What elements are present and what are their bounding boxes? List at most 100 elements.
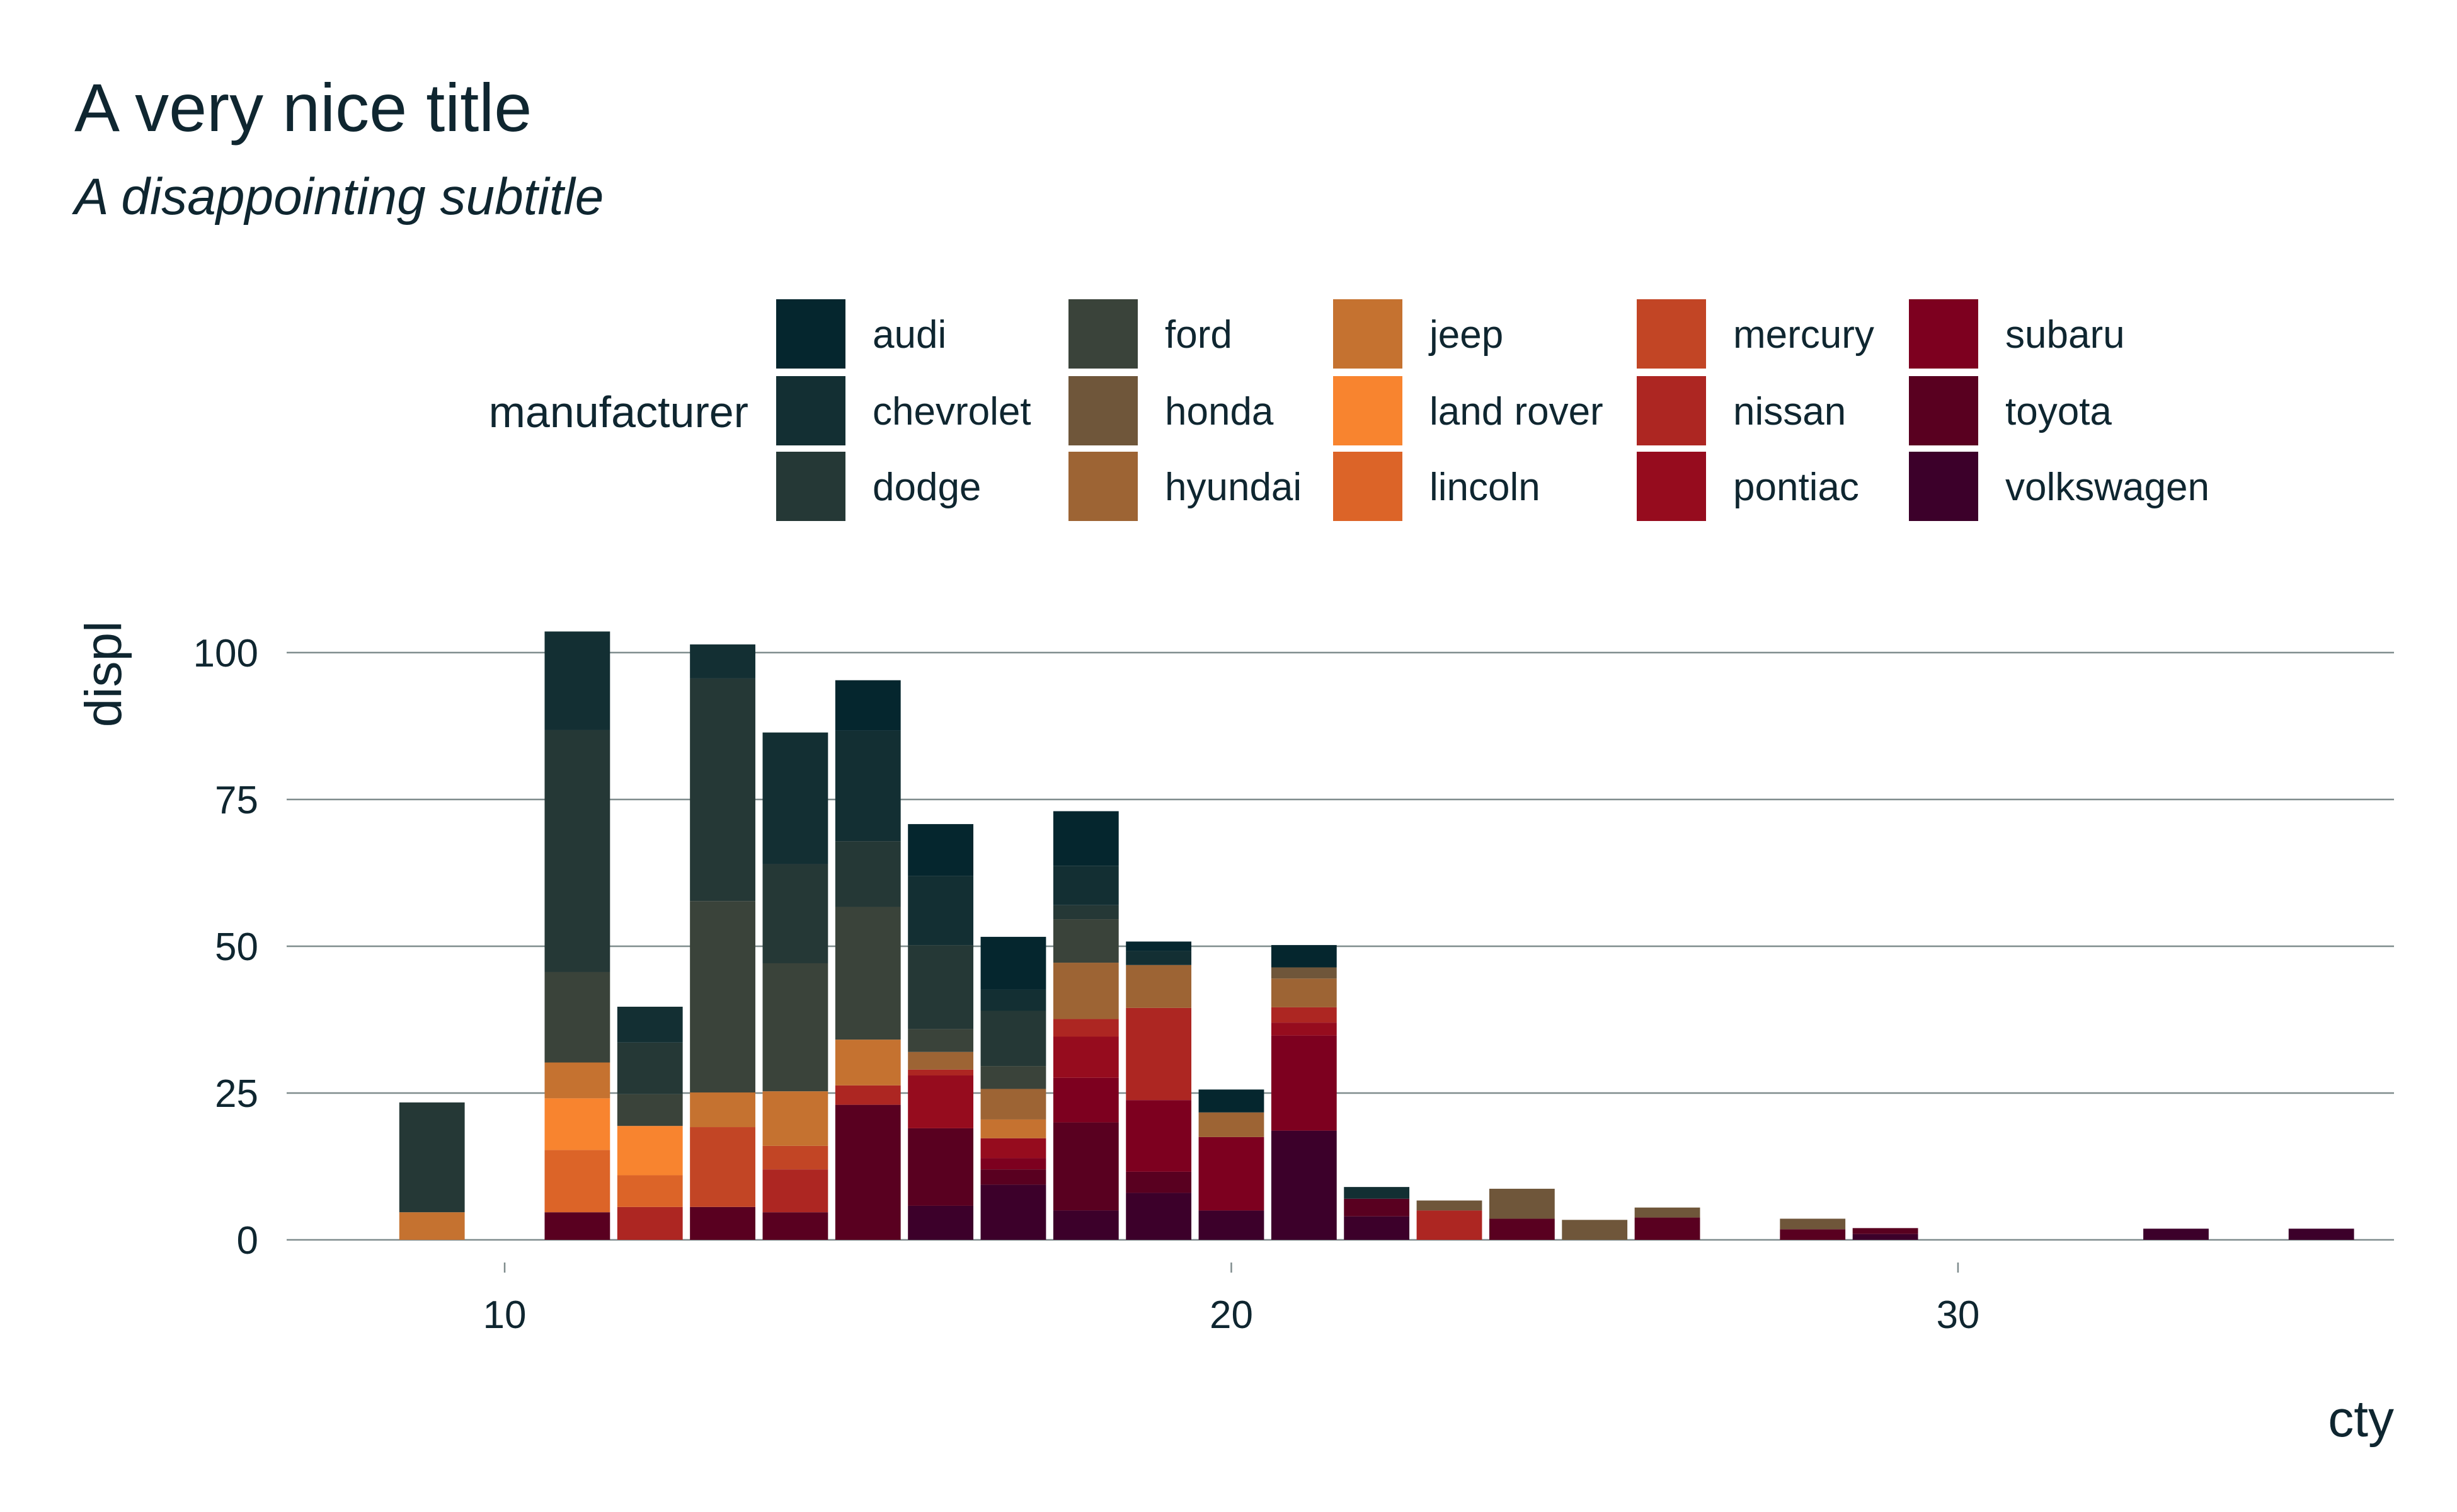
x-tick-label-30: 30 bbox=[1936, 1293, 1979, 1337]
bar-15-toyota bbox=[835, 1104, 901, 1240]
bar-11-land-rover bbox=[544, 1098, 610, 1150]
bar-14-chevrolet bbox=[762, 732, 828, 864]
legend-label-mercury: mercury bbox=[1733, 313, 1874, 357]
bar-22-chevrolet bbox=[1344, 1187, 1410, 1199]
bar-22-toyota bbox=[1344, 1198, 1410, 1217]
legend-label-chevrolet: chevrolet bbox=[873, 390, 1031, 433]
legend-title: manufacturer bbox=[489, 387, 748, 437]
bar-15-ford bbox=[835, 907, 901, 1040]
bar-16-nissan bbox=[908, 1069, 974, 1076]
legend-swatch-mercury bbox=[1637, 299, 1706, 369]
bar-13-mercury bbox=[690, 1127, 755, 1207]
bar-15-nissan bbox=[835, 1085, 901, 1105]
bar-12-ford bbox=[617, 1094, 683, 1126]
legend: manufacturer audi chevrolet dodge ford honda… bbox=[489, 299, 2209, 521]
bar-17-jeep bbox=[980, 1119, 1046, 1138]
x-axis-ticks: 10 20 30 bbox=[483, 1263, 1979, 1337]
bar-15-chevrolet bbox=[835, 730, 901, 842]
y-tick-label-50: 50 bbox=[215, 925, 258, 969]
bar-9-jeep bbox=[399, 1212, 465, 1240]
bar-14-jeep bbox=[762, 1091, 828, 1146]
y-tick-label-25: 25 bbox=[215, 1072, 258, 1116]
bar-13-ford bbox=[690, 901, 755, 1093]
bar-16-toyota bbox=[908, 1128, 974, 1206]
bar-18-chevrolet bbox=[1053, 866, 1119, 905]
legend-swatch-nissan bbox=[1637, 376, 1706, 445]
bar-19-audi bbox=[1126, 941, 1192, 951]
legend-label-volkswagen: volkswagen bbox=[2005, 466, 2209, 509]
y-axis-ticks: 0 25 50 75 100 bbox=[193, 632, 258, 1263]
bar-12-nissan bbox=[617, 1206, 683, 1240]
bar-18-ford bbox=[1053, 919, 1119, 963]
bar-12-chevrolet bbox=[617, 1006, 683, 1043]
bar-21-subaru bbox=[1271, 1035, 1337, 1131]
bar-17-pontiac bbox=[980, 1138, 1046, 1159]
bar-17-chevrolet bbox=[980, 989, 1046, 1011]
bar-20-audi bbox=[1198, 1089, 1264, 1113]
bar-15-dodge bbox=[835, 841, 901, 907]
bar-19-nissan bbox=[1126, 1007, 1192, 1101]
bar-16-chevrolet bbox=[908, 876, 974, 946]
bar-16-hyundai bbox=[908, 1051, 974, 1070]
x-tick-label-20: 20 bbox=[1210, 1293, 1253, 1337]
legend-label-honda: honda bbox=[1165, 390, 1274, 433]
bar-33-volkswagen bbox=[2143, 1228, 2209, 1240]
x-tick-label-10: 10 bbox=[483, 1293, 527, 1337]
bar-17-subaru bbox=[980, 1158, 1046, 1170]
bar-12-dodge bbox=[617, 1042, 683, 1094]
bar-19-toyota bbox=[1126, 1171, 1192, 1193]
y-tick-label-100: 100 bbox=[193, 632, 258, 675]
legend-label-subaru: subaru bbox=[2005, 313, 2125, 357]
legend-swatch-land-rover bbox=[1333, 376, 1402, 445]
bar-23-nissan bbox=[1416, 1210, 1482, 1240]
legend-swatch-honda bbox=[1068, 376, 1138, 445]
bar-11-jeep bbox=[544, 1062, 610, 1099]
x-axis-title: cty bbox=[2328, 1390, 2394, 1448]
legend-swatch-dodge bbox=[776, 452, 845, 521]
bar-15-jeep bbox=[835, 1040, 901, 1085]
legend-swatch-hyundai bbox=[1068, 452, 1138, 521]
bar-16-audi bbox=[908, 824, 974, 876]
bar-17-hyundai bbox=[980, 1089, 1046, 1120]
bar-14-toyota bbox=[762, 1212, 828, 1240]
y-tick-label-0: 0 bbox=[237, 1219, 258, 1263]
bar-20-subaru bbox=[1198, 1137, 1264, 1211]
bar-18-toyota bbox=[1053, 1122, 1119, 1211]
bar-13-toyota bbox=[690, 1206, 755, 1240]
bar-14-ford bbox=[762, 963, 828, 1092]
bar-14-mercury bbox=[762, 1145, 828, 1170]
bar-14-nissan bbox=[762, 1169, 828, 1213]
bar-16-dodge bbox=[908, 945, 974, 1029]
bar-26-toyota bbox=[1634, 1217, 1700, 1240]
bar-12-lincoln bbox=[617, 1175, 683, 1207]
bar-13-dodge bbox=[690, 678, 755, 902]
legend-swatch-subaru bbox=[1909, 299, 1978, 369]
bar-28-honda bbox=[1780, 1218, 1846, 1230]
bar-12-land-rover bbox=[617, 1126, 683, 1176]
bar-17-dodge bbox=[980, 1011, 1046, 1067]
legend-swatch-volkswagen bbox=[1909, 452, 1978, 521]
bar-19-hyundai bbox=[1126, 965, 1192, 1008]
legend-label-land-rover: land rover bbox=[1429, 390, 1603, 433]
bar-18-dodge bbox=[1053, 905, 1119, 920]
bar-18-volkswagen bbox=[1053, 1210, 1119, 1240]
bar-22-volkswagen bbox=[1344, 1216, 1410, 1240]
bars bbox=[399, 631, 2354, 1240]
bar-9-dodge bbox=[399, 1102, 465, 1213]
legend-swatch-toyota bbox=[1909, 376, 1978, 445]
bar-16-volkswagen bbox=[908, 1205, 974, 1240]
bar-21-pontiac bbox=[1271, 1022, 1337, 1036]
bar-18-subaru bbox=[1053, 1077, 1119, 1123]
legend-swatch-audi bbox=[776, 299, 845, 369]
legend-label-audi: audi bbox=[873, 313, 946, 357]
bar-11-ford bbox=[544, 971, 610, 1063]
legend-swatch-lincoln bbox=[1333, 452, 1402, 521]
legend-label-toyota: toyota bbox=[2005, 390, 2112, 433]
bar-11-dodge bbox=[544, 730, 610, 972]
legend-label-nissan: nissan bbox=[1733, 390, 1846, 433]
bar-19-subaru bbox=[1126, 1100, 1192, 1172]
bar-21-volkswagen bbox=[1271, 1130, 1337, 1240]
y-tick-label-75: 75 bbox=[215, 779, 258, 822]
bar-19-chevrolet bbox=[1126, 951, 1192, 965]
